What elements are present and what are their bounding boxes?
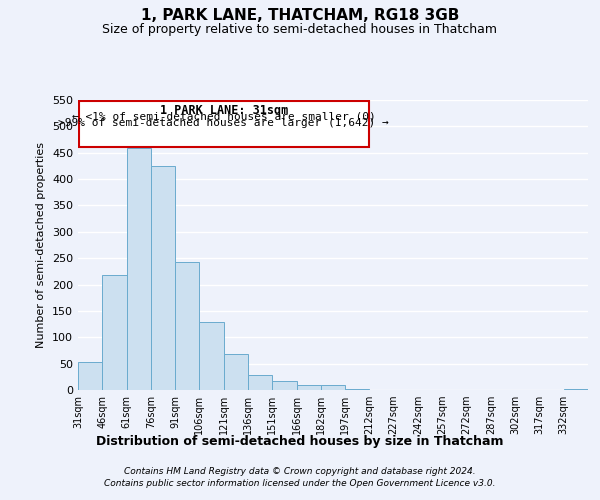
Bar	[224, 354, 248, 390]
Bar	[272, 380, 296, 390]
Bar	[321, 384, 345, 390]
Bar	[151, 166, 175, 390]
Text: ← <1% of semi-detached houses are smaller (0): ← <1% of semi-detached houses are smalle…	[72, 112, 376, 122]
Bar	[564, 389, 588, 390]
Bar	[78, 362, 102, 390]
Bar	[175, 262, 199, 390]
Y-axis label: Number of semi-detached properties: Number of semi-detached properties	[37, 142, 46, 348]
FancyBboxPatch shape	[79, 101, 368, 148]
Text: 1 PARK LANE: 31sqm: 1 PARK LANE: 31sqm	[160, 104, 288, 117]
Text: >99% of semi-detached houses are larger (1,642) →: >99% of semi-detached houses are larger …	[58, 118, 389, 128]
Text: Distribution of semi-detached houses by size in Thatcham: Distribution of semi-detached houses by …	[96, 435, 504, 448]
Text: Contains HM Land Registry data © Crown copyright and database right 2024.: Contains HM Land Registry data © Crown c…	[124, 467, 476, 476]
Text: Contains public sector information licensed under the Open Government Licence v3: Contains public sector information licen…	[104, 478, 496, 488]
Bar	[127, 148, 151, 390]
Bar	[296, 386, 321, 390]
Bar	[248, 374, 272, 390]
Bar	[199, 322, 224, 390]
Text: 1, PARK LANE, THATCHAM, RG18 3GB: 1, PARK LANE, THATCHAM, RG18 3GB	[141, 8, 459, 22]
Text: Size of property relative to semi-detached houses in Thatcham: Size of property relative to semi-detach…	[103, 22, 497, 36]
Bar	[102, 275, 127, 390]
